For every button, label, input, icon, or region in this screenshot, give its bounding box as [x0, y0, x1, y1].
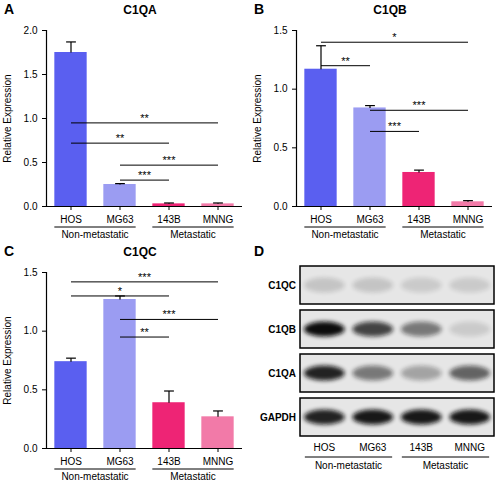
svg-text:MNNG: MNNG: [453, 214, 484, 225]
svg-text:2.0: 2.0: [24, 25, 38, 36]
svg-text:Non-metastatic: Non-metastatic: [311, 229, 378, 240]
svg-text:MG63: MG63: [359, 442, 387, 453]
svg-text:HOS: HOS: [310, 214, 332, 225]
svg-text:***: ***: [138, 169, 152, 181]
svg-text:0.5: 0.5: [274, 142, 288, 153]
html-text:C1QC: C1QC: [123, 245, 157, 259]
svg-text:1.5: 1.5: [274, 25, 288, 36]
svg-text:HOS: HOS: [313, 442, 335, 453]
svg-text:***: ***: [163, 154, 177, 166]
svg-text:**: **: [341, 55, 350, 67]
svg-text:0.5: 0.5: [24, 384, 38, 395]
svg-text:143B: 143B: [157, 214, 181, 225]
html-text:C1QA: C1QA: [123, 3, 157, 17]
svg-text:Non-metastatic: Non-metastatic: [315, 460, 382, 471]
svg-text:*: *: [392, 31, 397, 43]
svg-text:Metastatic: Metastatic: [423, 460, 469, 471]
svg-text:1.5: 1.5: [24, 69, 38, 80]
svg-text:1.5: 1.5: [24, 267, 38, 278]
svg-text:MG63: MG63: [106, 214, 134, 225]
svg-text:Metastatic: Metastatic: [420, 229, 466, 240]
svg-text:MNNG: MNNG: [203, 456, 234, 467]
svg-text:*: *: [118, 285, 123, 297]
html-text:A: A: [4, 1, 15, 17]
svg-text:1.0: 1.0: [24, 325, 38, 336]
svg-text:MNNG: MNNG: [203, 214, 234, 225]
svg-text:1.0: 1.0: [274, 83, 288, 94]
html-text:C: C: [4, 243, 15, 259]
html-text:B: B: [254, 1, 265, 17]
svg-text:HOS: HOS: [60, 456, 82, 467]
svg-text:MG63: MG63: [356, 214, 384, 225]
svg-text:**: **: [116, 132, 125, 144]
svg-text:***: ***: [163, 308, 177, 320]
svg-text:Metastatic: Metastatic: [170, 229, 216, 240]
svg-text:C1QB: C1QB: [268, 324, 296, 335]
svg-text:Relative Expression: Relative Expression: [252, 74, 263, 162]
svg-text:**: **: [140, 326, 149, 338]
svg-text:143B: 143B: [157, 456, 181, 467]
svg-text:1.0: 1.0: [24, 113, 38, 124]
svg-text:GAPDH: GAPDH: [260, 412, 296, 423]
svg-text:MNNG: MNNG: [454, 442, 485, 453]
svg-text:***: ***: [388, 120, 402, 132]
svg-text:0.0: 0.0: [24, 201, 38, 212]
html-text:C1QB: C1QB: [373, 3, 407, 17]
svg-text:0.5: 0.5: [24, 157, 38, 168]
svg-text:Non-metastatic: Non-metastatic: [61, 229, 128, 240]
svg-text:HOS: HOS: [60, 214, 82, 225]
svg-text:**: **: [140, 112, 149, 124]
svg-text:143B: 143B: [407, 214, 431, 225]
svg-text:0.0: 0.0: [24, 443, 38, 454]
svg-text:***: ***: [413, 99, 427, 111]
svg-text:Metastatic: Metastatic: [170, 471, 216, 482]
svg-text:C1QA: C1QA: [268, 368, 296, 379]
svg-text:Non-metastatic: Non-metastatic: [61, 471, 128, 482]
svg-text:0.0: 0.0: [274, 201, 288, 212]
svg-text:MG63: MG63: [106, 456, 134, 467]
svg-text:***: ***: [138, 271, 152, 283]
svg-text:Relative Expression: Relative Expression: [2, 74, 13, 162]
html-text:D: D: [254, 243, 265, 259]
svg-text:Relative Expression: Relative Expression: [2, 316, 13, 404]
svg-text:143B: 143B: [410, 442, 434, 453]
svg-text:C1QC: C1QC: [268, 280, 296, 291]
